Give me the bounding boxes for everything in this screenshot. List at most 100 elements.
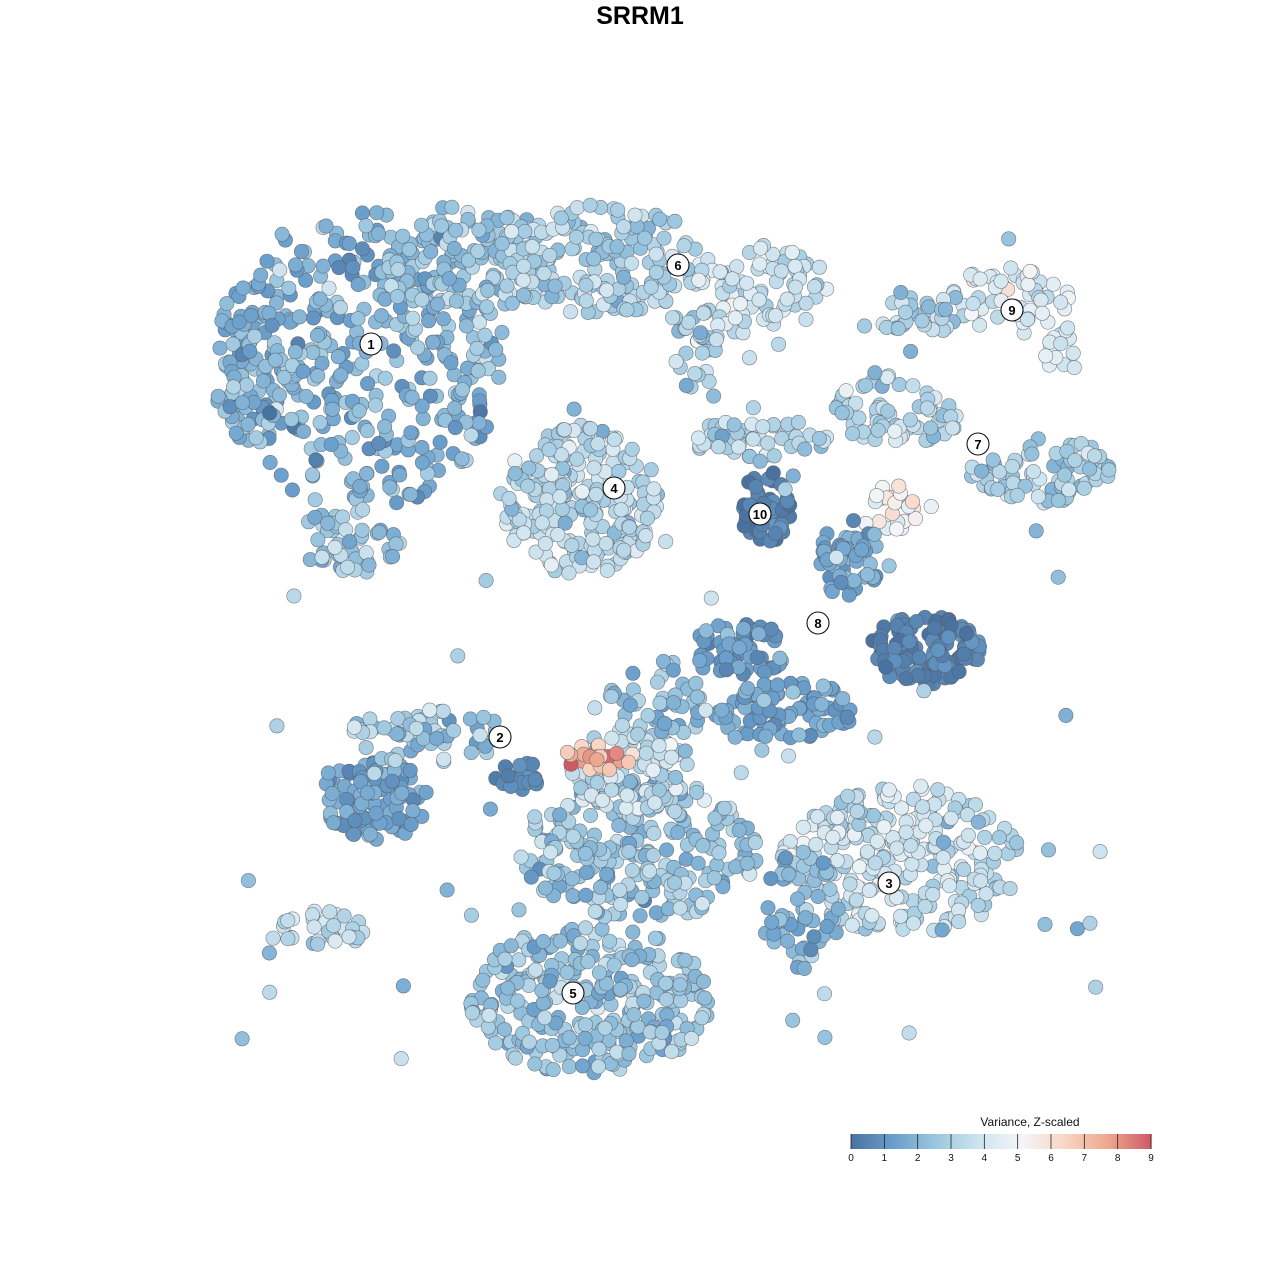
data-point bbox=[902, 412, 918, 428]
data-point bbox=[751, 292, 767, 308]
data-point bbox=[368, 397, 384, 413]
data-point bbox=[780, 748, 796, 764]
data-point bbox=[795, 844, 811, 860]
data-point bbox=[791, 727, 807, 743]
data-point bbox=[355, 502, 371, 518]
data-point bbox=[325, 815, 341, 831]
data-point bbox=[745, 400, 761, 416]
data-point bbox=[291, 309, 307, 325]
legend-color-step bbox=[1033, 1134, 1036, 1149]
data-point bbox=[937, 301, 953, 317]
data-point bbox=[706, 870, 722, 886]
data-point bbox=[844, 917, 860, 933]
data-point bbox=[828, 549, 844, 565]
data-point bbox=[615, 269, 631, 285]
data-point bbox=[977, 829, 993, 845]
data-point bbox=[796, 960, 812, 976]
data-point bbox=[353, 774, 369, 790]
data-point bbox=[586, 460, 602, 476]
legend-color-step bbox=[1125, 1134, 1128, 1149]
data-point bbox=[658, 534, 674, 550]
data-point bbox=[913, 778, 929, 794]
legend-color-step bbox=[1037, 1134, 1040, 1149]
data-point bbox=[668, 354, 684, 370]
data-point bbox=[448, 293, 464, 309]
data-point bbox=[646, 825, 662, 841]
legend-color-step bbox=[1111, 1134, 1114, 1149]
data-point bbox=[606, 431, 622, 447]
legend-tick-label: 2 bbox=[915, 1153, 921, 1164]
data-point bbox=[959, 807, 975, 823]
data-point bbox=[510, 993, 526, 1009]
legend-color-step bbox=[899, 1134, 902, 1149]
data-point bbox=[325, 918, 341, 934]
data-point bbox=[481, 1007, 497, 1023]
cluster-label-text: 7 bbox=[974, 437, 981, 452]
legend-color-step bbox=[913, 1134, 916, 1149]
legend-color-step bbox=[923, 1134, 926, 1149]
color-legend: 0 1 2 3 4 5 6 7 8 9 bbox=[848, 1134, 1154, 1164]
data-point bbox=[822, 881, 838, 897]
data-point bbox=[787, 279, 803, 295]
data-point bbox=[413, 217, 429, 233]
legend-color-step bbox=[997, 1134, 1000, 1149]
data-point bbox=[582, 502, 598, 518]
data-point bbox=[811, 430, 827, 446]
data-point bbox=[703, 590, 719, 606]
data-point bbox=[546, 865, 562, 881]
data-point bbox=[1037, 916, 1053, 932]
data-point bbox=[689, 784, 705, 800]
legend-color-step bbox=[1023, 1134, 1026, 1149]
points-layer bbox=[210, 197, 1117, 1081]
legend-color-step bbox=[959, 1134, 962, 1149]
data-point bbox=[507, 465, 523, 481]
data-point bbox=[306, 919, 322, 935]
data-point bbox=[318, 218, 334, 234]
legend-color-step bbox=[875, 1134, 878, 1149]
data-point bbox=[610, 202, 626, 218]
data-point bbox=[550, 527, 566, 543]
legend-color-step bbox=[861, 1134, 864, 1149]
legend-color-step bbox=[1137, 1134, 1140, 1149]
data-point bbox=[645, 847, 661, 863]
data-point bbox=[320, 515, 336, 531]
data-point bbox=[351, 403, 367, 419]
cluster-label-marker bbox=[748, 502, 772, 526]
data-point bbox=[552, 489, 568, 505]
legend-color-step bbox=[1065, 1134, 1068, 1149]
data-point bbox=[965, 296, 981, 312]
data-point bbox=[815, 678, 831, 694]
data-point bbox=[573, 780, 589, 796]
legend-color-step bbox=[1057, 1134, 1060, 1149]
legend-color-step bbox=[1093, 1134, 1096, 1149]
data-point bbox=[1041, 842, 1057, 858]
legend-color-step bbox=[851, 1134, 854, 1149]
data-point bbox=[951, 914, 967, 930]
cluster-label-text: 6 bbox=[674, 258, 681, 273]
data-point bbox=[1003, 260, 1019, 276]
data-point bbox=[359, 785, 375, 801]
data-point bbox=[331, 260, 347, 276]
data-point bbox=[904, 494, 920, 510]
legend-color-step bbox=[1061, 1134, 1064, 1149]
data-point bbox=[655, 653, 671, 669]
legend-color-step bbox=[941, 1134, 944, 1149]
data-point bbox=[897, 304, 913, 320]
data-point bbox=[970, 897, 986, 913]
data-point bbox=[504, 295, 520, 311]
data-point bbox=[358, 218, 374, 234]
data-point bbox=[536, 265, 552, 281]
data-point bbox=[697, 990, 713, 1006]
data-point bbox=[537, 880, 553, 896]
legend-color-step bbox=[935, 1134, 938, 1149]
cluster-label-6: 6 bbox=[666, 253, 690, 277]
legend-color-step bbox=[1121, 1134, 1124, 1149]
data-point bbox=[441, 271, 457, 287]
legend-color-step bbox=[963, 1134, 966, 1149]
data-point bbox=[534, 515, 550, 531]
data-point bbox=[240, 416, 256, 432]
data-point bbox=[436, 751, 452, 767]
legend-color-step bbox=[889, 1134, 892, 1149]
data-point bbox=[934, 922, 950, 938]
data-point bbox=[389, 495, 405, 511]
